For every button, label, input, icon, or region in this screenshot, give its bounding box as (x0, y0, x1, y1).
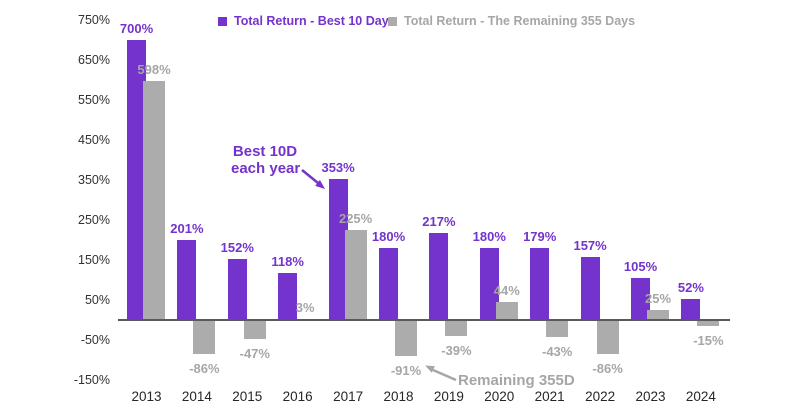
y-tick-label: -50% (80, 333, 110, 347)
bar-best10days-2020 (479, 248, 499, 320)
value-label-remaining355days-2018: -91% (390, 363, 422, 379)
bar-remaining355days-2023 (647, 310, 669, 320)
bar-remaining355days-2013 (143, 80, 165, 320)
bar-remaining355days-2015 (243, 320, 266, 339)
value-label-remaining355days-2019: -39% (441, 342, 472, 358)
legend-swatch-best10days-icon (218, 16, 227, 26)
bar-best10days-2018 (379, 248, 398, 320)
value-label-best10days-2020: 180% (472, 229, 506, 244)
y-tick-label: 250% (78, 213, 110, 227)
x-axis-line (118, 319, 730, 321)
legend-label-remaining355days: Total Return - The Remaining 355 Days (404, 14, 636, 28)
value-label-remaining355days-2013: 598% (137, 61, 171, 77)
bar-remaining355days-2017 (344, 230, 367, 320)
y-tick-label: 350% (78, 173, 110, 187)
annotation-best-10d-each-year: Best 10D each year (231, 143, 301, 177)
bar-best10days-2013 (127, 40, 146, 320)
bar-best10days-2019 (429, 233, 449, 320)
legend: Total Return - Best 10 Days Total Return… (0, 13, 800, 31)
x-tick-label-2014: 2014 (181, 389, 212, 404)
value-label-best10days-2022: 157% (573, 238, 607, 254)
bar-remaining355days-2014 (193, 320, 216, 355)
bar-best10days-2023 (631, 278, 650, 320)
bar-best10days-2024 (681, 299, 701, 320)
x-tick-label-2018: 2018 (383, 389, 414, 404)
annotation-best10d-line1: Best 10D (232, 143, 298, 160)
legend-item-best10days: Total Return - Best 10 Days (218, 13, 396, 29)
x-tick-label-2022: 2022 (585, 389, 616, 404)
legend-item-remaining355days: Total Return - The Remaining 355 Days (388, 13, 635, 29)
value-label-remaining355days-2022: -86% (592, 361, 623, 377)
bar-remaining355days-2024 (697, 320, 720, 326)
y-tick-label: 650% (78, 53, 110, 67)
bar-remaining355days-2022 (596, 320, 619, 355)
x-tick-label-2024: 2024 (685, 389, 716, 404)
y-tick-label: 50% (84, 293, 110, 307)
value-label-remaining355days-2023: 25% (644, 291, 672, 306)
y-tick-label: 750% (78, 13, 110, 27)
x-tick-label-2017: 2017 (333, 389, 364, 404)
value-label-remaining355days-2024: -15% (693, 333, 724, 348)
bar-best10days-2017 (328, 178, 348, 320)
value-label-best10days-2013: 700% (119, 21, 154, 36)
value-label-remaining355days-2015: -47% (239, 345, 270, 361)
x-tick-label-2019: 2019 (433, 389, 464, 404)
x-tick-label-2016: 2016 (282, 389, 313, 404)
value-label-best10days-2017: 353% (321, 159, 355, 175)
value-label-best10days-2018: 180% (371, 229, 406, 244)
value-label-remaining355days-2014: -86% (189, 361, 220, 377)
y-tick-label: 150% (78, 253, 110, 267)
value-label-best10days-2019: 217% (422, 214, 456, 230)
legend-swatch-remaining355days-icon (388, 16, 397, 26)
value-label-remaining355days-2020: 44% (493, 283, 520, 299)
bar-best10days-2022 (580, 257, 600, 320)
annotation-best10d-line2: each year (231, 160, 301, 177)
bar-remaining355days-2020 (495, 302, 518, 320)
value-label-best10days-2015: 152% (220, 240, 254, 256)
bar-best10days-2015 (227, 259, 247, 320)
x-tick-label-2015: 2015 (232, 389, 263, 404)
bar-remaining355days-2021 (546, 320, 569, 338)
value-label-best10days-2024: 52% (677, 280, 704, 296)
x-tick-label-2013: 2013 (131, 389, 162, 404)
value-label-best10days-2014: 201% (170, 220, 204, 236)
legend-label-best10days: Total Return - Best 10 Days (234, 14, 396, 28)
y-tick-label: 550% (78, 93, 110, 107)
annotation-remaining-355d: Remaining 355D (458, 372, 575, 389)
x-tick-label-2021: 2021 (534, 389, 565, 404)
bar-best10days-2016 (278, 272, 298, 320)
value-label-best10days-2021: 179% (523, 229, 557, 245)
best10d-arrowhead-icon (315, 179, 325, 189)
y-tick-label: -150% (73, 373, 110, 387)
y-tick-label: 450% (78, 133, 110, 147)
value-label-remaining355days-2021: -43% (542, 344, 573, 360)
bar-best10days-2014 (177, 239, 197, 320)
x-tick-label-2023: 2023 (635, 389, 666, 404)
bar-best10days-2021 (530, 248, 550, 320)
bar-remaining355days-2019 (445, 320, 468, 336)
value-label-remaining355days-2017: 225% (338, 211, 373, 226)
value-label-best10days-2016: 118% (271, 253, 304, 269)
x-tick-label-2020: 2020 (484, 389, 515, 404)
bar-remaining355days-2018 (395, 320, 417, 357)
value-label-best10days-2023: 105% (623, 259, 658, 274)
value-label-remaining355days-2016: 3% (295, 299, 315, 315)
